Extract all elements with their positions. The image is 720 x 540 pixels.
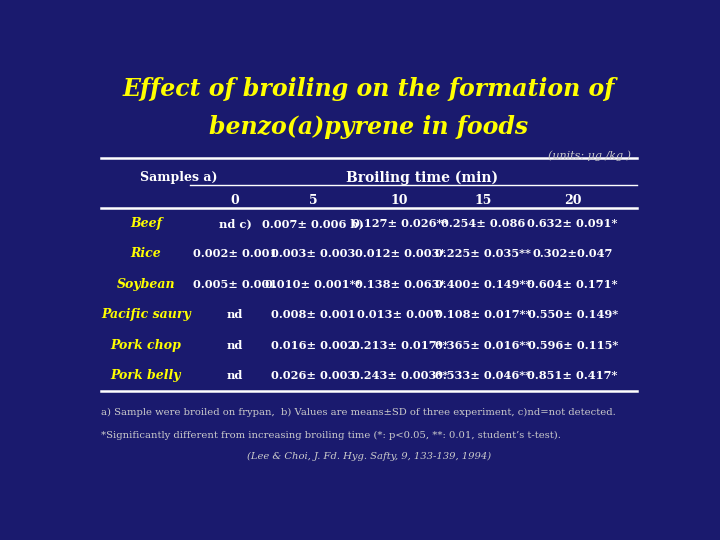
Text: 0.008± 0.001: 0.008± 0.001 (271, 309, 356, 320)
Text: 0.138± 0.063*: 0.138± 0.063* (354, 279, 445, 290)
Text: 0.003± 0.003: 0.003± 0.003 (271, 248, 356, 260)
Text: Broiling time (min): Broiling time (min) (346, 171, 498, 185)
Text: 5: 5 (309, 194, 318, 207)
Text: 0.007± 0.006 b): 0.007± 0.006 b) (262, 218, 364, 229)
Text: 0.012± 0.003*: 0.012± 0.003* (354, 248, 445, 260)
Text: 0.400± 0.149**: 0.400± 0.149** (436, 279, 531, 290)
Text: (units: μg /kg ): (units: μg /kg ) (548, 150, 631, 160)
Text: a) Sample were broiled on frypan,  b) Values are means±SD of three experiment, c: a) Sample were broiled on frypan, b) Val… (101, 408, 616, 417)
Text: 0.533± 0.046**: 0.533± 0.046** (436, 370, 531, 381)
Text: 0.225± 0.035**: 0.225± 0.035** (436, 248, 531, 260)
Text: 10: 10 (391, 194, 408, 207)
Text: Rice: Rice (130, 247, 161, 260)
Text: 0.365± 0.016**: 0.365± 0.016** (436, 340, 531, 350)
Text: 0.243± 0.003**: 0.243± 0.003** (351, 370, 448, 381)
Text: 0.127± 0.026**: 0.127± 0.026** (351, 218, 448, 229)
Text: nd c): nd c) (219, 218, 251, 229)
Text: 0.550± 0.149*: 0.550± 0.149* (528, 309, 618, 320)
Text: nd: nd (227, 340, 243, 350)
Text: Beef: Beef (130, 217, 162, 230)
Text: 0.010± 0.001**: 0.010± 0.001** (265, 279, 361, 290)
Text: 0.596± 0.115*: 0.596± 0.115* (528, 340, 618, 350)
Text: Pacific saury: Pacific saury (101, 308, 191, 321)
Text: 15: 15 (474, 194, 492, 207)
Text: Pork chop: Pork chop (110, 339, 181, 352)
Text: 0.851± 0.417*: 0.851± 0.417* (528, 370, 618, 381)
Text: *Significantly different from increasing broiling time (*: p<0.05, **: 0.01, stu: *Significantly different from increasing… (101, 431, 561, 440)
Text: 0.604± 0.171*: 0.604± 0.171* (528, 279, 618, 290)
Text: benzo(a)pyrene in foods: benzo(a)pyrene in foods (210, 114, 528, 139)
Text: 0.254± 0.086: 0.254± 0.086 (441, 218, 526, 229)
Text: 0.213± 0.017**: 0.213± 0.017** (351, 340, 448, 350)
Text: nd: nd (227, 309, 243, 320)
Text: 0.108± 0.017**: 0.108± 0.017** (435, 309, 531, 320)
Text: Pork belly: Pork belly (111, 369, 181, 382)
Text: 0.302±0.047: 0.302±0.047 (533, 248, 613, 260)
Text: 20: 20 (564, 194, 582, 207)
Text: Samples a): Samples a) (140, 171, 217, 184)
Text: 0.005± 0.001: 0.005± 0.001 (193, 279, 277, 290)
Text: 0.016± 0.002: 0.016± 0.002 (271, 340, 356, 350)
Text: 0.013± 0.007: 0.013± 0.007 (357, 309, 442, 320)
Text: 0: 0 (230, 194, 240, 207)
Text: 0.002± 0.001: 0.002± 0.001 (193, 248, 277, 260)
Text: Effect of broiling on the formation of: Effect of broiling on the formation of (123, 77, 615, 102)
Text: Soybean: Soybean (117, 278, 175, 291)
Text: nd: nd (227, 370, 243, 381)
Text: 0.632± 0.091*: 0.632± 0.091* (528, 218, 618, 229)
Text: 0.026± 0.003: 0.026± 0.003 (271, 370, 356, 381)
Text: (Lee & Choi, J. Fd. Hyg. Safty, 9, 133-139, 1994): (Lee & Choi, J. Fd. Hyg. Safty, 9, 133-1… (247, 451, 491, 461)
